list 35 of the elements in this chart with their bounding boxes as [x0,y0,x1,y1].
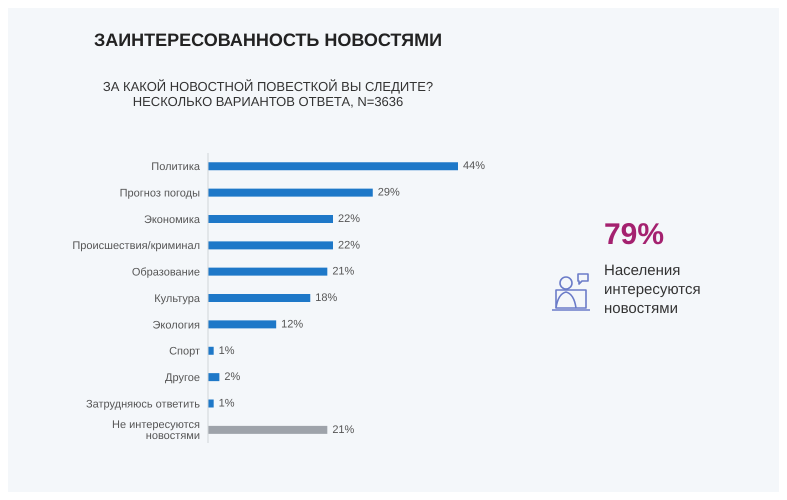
data-label: 22% [338,212,360,225]
y-tick-label: Происшествия/криминал [72,240,200,252]
chart-subtitle: ЗА КАКОЙ НОВОСТНОЙ ПОВЕСТКОЙ ВЫ СЛЕДИТЕ? НЕСКОЛЬКО ВАРИАНТОВ ОТВЕТА, N=3636 [102,79,434,109]
data-label: 29% [378,186,400,199]
y-tick-label: Образование [132,266,200,279]
data-label: 44% [463,160,486,172]
y-tick-label: Политика [151,161,201,174]
y-tick-label: Другое [165,372,200,384]
data-label: 1% [218,398,235,410]
data-label: 21% [332,424,355,436]
bar [208,268,328,276]
data-label: 2% [224,371,240,384]
bar [208,426,328,434]
chart-title: ЗАИНТЕРЕСОВАННОСТЬ НОВОСТЯМИ [92,29,444,51]
y-tick-label: Не интересуются новостями [112,419,200,442]
bar [208,162,458,170]
bar [208,188,373,197]
y-tick-label: Затрудняюсь ответить [86,398,200,410]
y-tick-label: Спорт [169,346,200,358]
y-tick-label: Прогноз погоды [120,187,200,200]
data-label: 18% [315,292,338,304]
text: Населения интересуются новостями [604,262,702,318]
bar [208,294,310,302]
data-label: 22% [338,239,360,252]
bar [208,320,276,328]
y-tick-label: Культура [154,292,201,305]
data-label: 12% [281,318,304,330]
text: 79% [604,218,666,252]
y-tick-label: Экология [152,319,200,332]
y-tick-label: Экономика [144,214,201,226]
bar [208,241,333,250]
bar [208,214,333,223]
bar [208,373,220,382]
data-label: 1% [218,344,235,357]
data-label: 21% [332,266,355,278]
